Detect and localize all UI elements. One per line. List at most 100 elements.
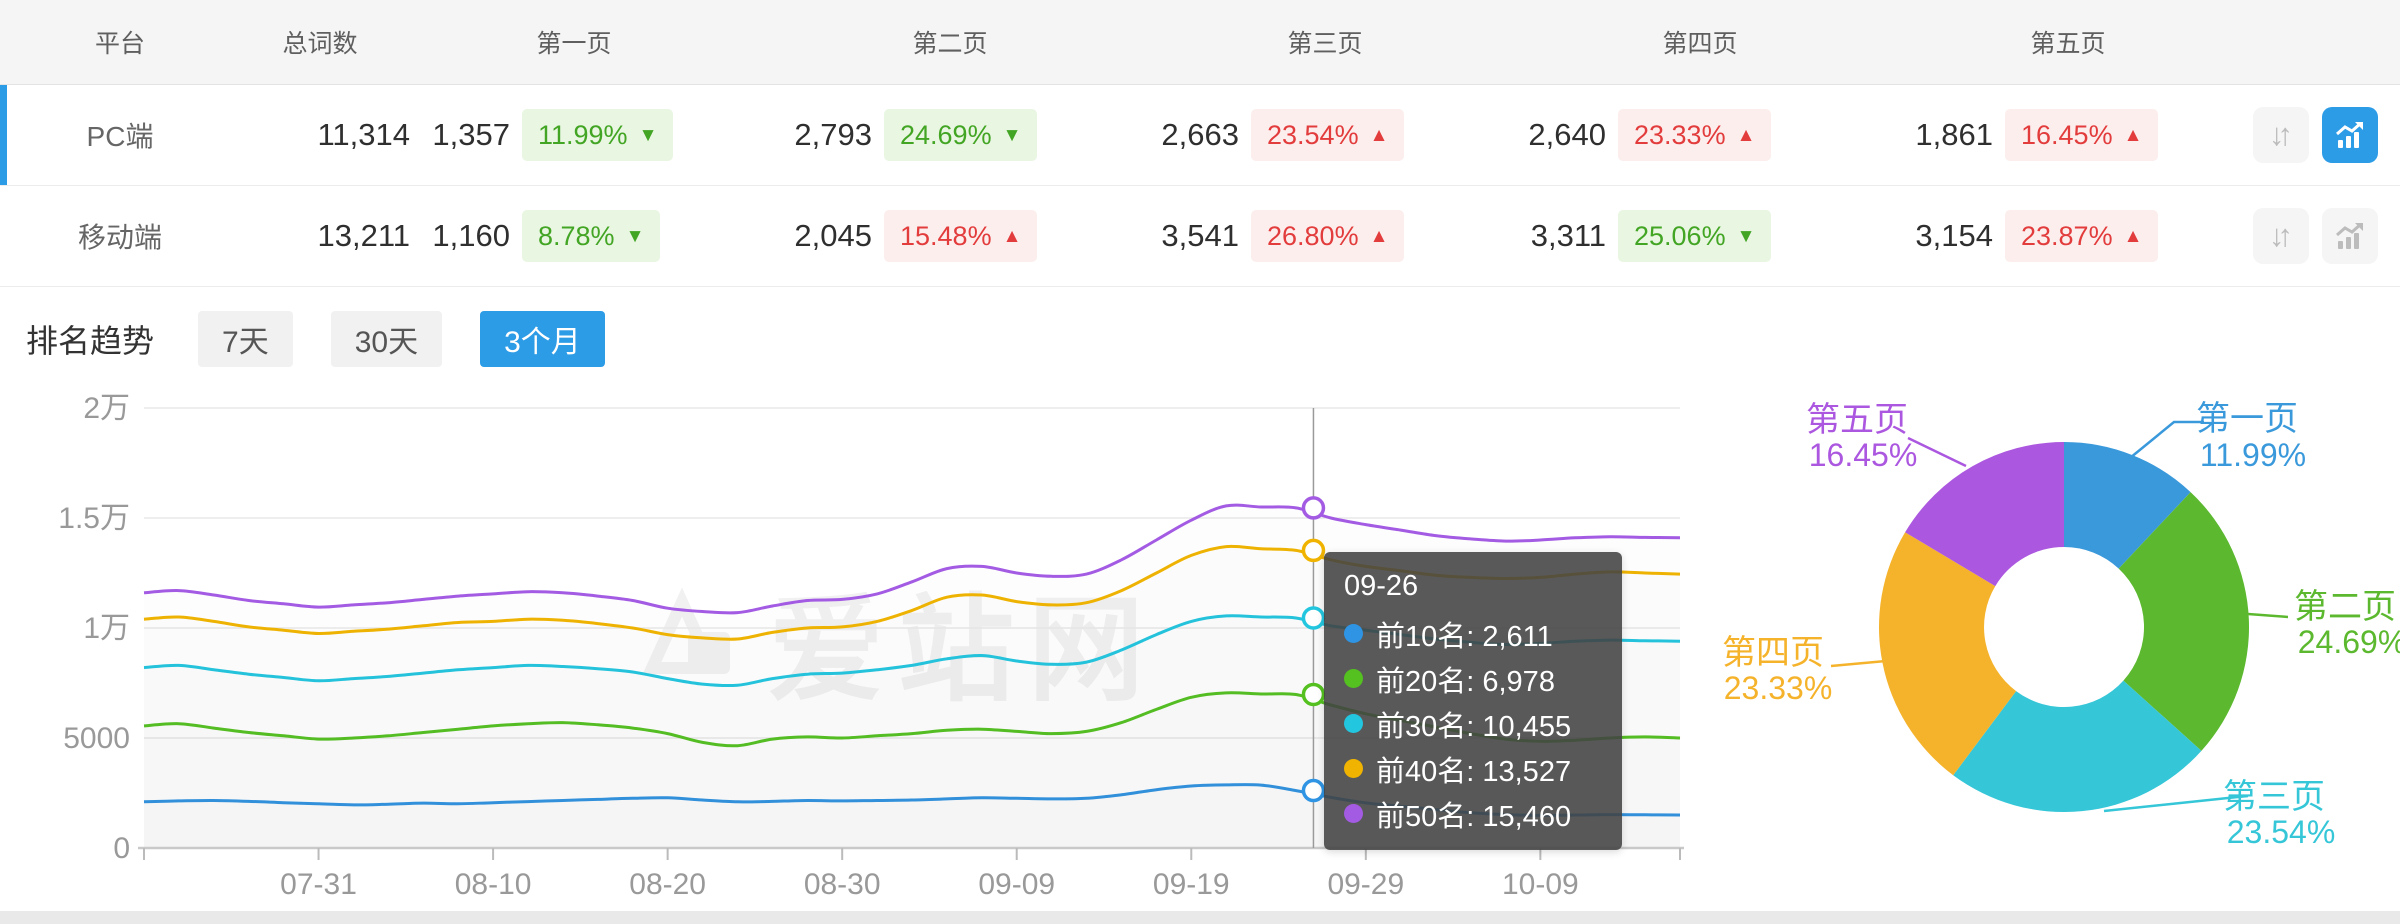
page2-value: 2,793 [794,117,872,152]
watermark-text: 爱站网 [768,556,1158,724]
tooltip-row: 前40名: 13,527 [1344,746,1602,791]
col-header-page4: 第四页 [1662,30,1738,58]
page3-value: 2,663 [1161,117,1239,152]
page4-value: 3,311 [1530,218,1606,253]
triangle-down-icon: ▼ [638,124,658,146]
tab-3m[interactable]: 3个月 [480,310,605,367]
trend-chart-button[interactable] [2322,107,2378,163]
y-axis-label: 1万 [83,612,130,645]
page4-change-cell: 25.06% ▼ [1606,210,1772,262]
chart-tooltip: 09-26 前10名: 2,611 前20名: 6,978 前30名: 10,455… [1324,552,1622,850]
label-leader-line [1830,659,1887,668]
page1-change-badge: 8.78% ▼ [522,210,661,262]
donut-percent-label: 16.45% [1809,437,1918,473]
page4-change-badge: 25.06% ▼ [1618,210,1772,262]
tab-30d[interactable]: 30天 [330,310,443,367]
page3-value: 3,541 [1161,218,1239,253]
change-percent: 11.99% [538,119,628,150]
x-axis-label: 08-20 [629,868,706,901]
triangle-up-icon: ▲ [1369,124,1389,146]
page3-change-badge: 26.80% ▲ [1251,210,1405,262]
triangle-up-icon: ▲ [2123,124,2143,146]
range-tabs: 7天 30天 3个月 [198,310,643,367]
table-row[interactable]: PC端 11,314 1,357 11.99% ▼ 2,793 24.69% ▼ 2,663 23… [0,85,2400,186]
col-header-page1: 第一页 [536,30,612,58]
donut-label: 第三页 [2223,778,2325,816]
series-line-前50名 [143,503,1681,615]
line-chart-icon [2336,121,2363,148]
total-words-value: 11,314 [317,117,410,152]
donut-percent-label: 24.69% [2298,624,2400,660]
change-percent: 23.87% [2021,220,2113,251]
donut-label: 第五页 [1806,401,1908,439]
change-percent: 26.80% [1267,220,1359,251]
series-dot [1344,804,1363,823]
change-percent: 15.48% [900,220,992,251]
tooltip-row: 前20名: 6,978 [1344,656,1602,701]
up-down-arrows-icon: ↓↑ [2269,218,2293,253]
tooltip-row: 前10名: 2,611 [1344,611,1602,656]
tooltip-row-text: 前40名: 13,527 [1376,755,1572,788]
tooltip-row: 前50名: 15,460 [1344,791,1602,836]
label-leader-line [1907,436,1967,468]
platform-label: 移动端 [77,222,162,253]
table-row[interactable]: 移动端 13,211 1,160 8.78% ▼ 2,045 15.48% ▲ 3,541 26.… [0,186,2400,287]
col-header-page5: 第五页 [2030,30,2106,58]
x-axis-label: 08-10 [455,868,532,901]
series-dot [1344,669,1363,688]
triangle-down-icon: ▼ [1002,124,1022,146]
triangle-up-icon: ▲ [1369,225,1389,247]
x-axis-label: 09-19 [1153,868,1230,901]
page5-change-badge: 16.45% ▲ [2005,109,2159,161]
total-words-value: 13,211 [317,218,410,253]
page4-change-badge: 23.33% ▲ [1618,109,1772,161]
donut-percent-label: 23.33% [1724,670,1833,706]
x-axis-label: 08-30 [804,868,881,901]
trend-title: 排名趋势 [26,322,155,359]
x-axis-label: 10-09 [1502,868,1579,901]
page5-change-cell: 16.45% ▲ [1993,109,2159,161]
page1-change-cell: 11.99% ▼ [510,109,674,161]
hover-marker [1301,682,1326,707]
donut-percent-label: 23.54% [2227,814,2336,850]
col-header-total: 总词数 [282,30,358,58]
triangle-down-icon: ▼ [625,225,645,247]
bottom-scroll-track[interactable] [0,911,2400,924]
trend-chart-button[interactable] [2322,208,2378,264]
page5-value: 3,154 [1915,218,1993,253]
sort-button[interactable]: ↓↑ [2253,208,2309,264]
donut-percent-label: 11.99% [2200,437,2306,473]
series-dot [1344,714,1363,733]
change-percent: 8.78% [538,220,615,251]
tooltip-date: 09-26 [1344,570,1419,602]
sort-button[interactable]: ↓↑ [2253,107,2309,163]
tooltip-row-text: 前50名: 15,460 [1376,800,1572,833]
triangle-up-icon: ▲ [1002,225,1022,247]
page1-change-cell: 8.78% ▼ [510,210,672,262]
x-axis-label: 07-31 [280,868,357,901]
tooltip-row-text: 前20名: 6,978 [1376,665,1555,698]
donut-slice-第一页 [2064,442,2191,569]
line-chart-icon [2336,222,2363,249]
tooltip-row-text: 前30名: 10,455 [1376,710,1572,743]
change-percent: 23.54% [1267,119,1359,150]
hover-marker [1301,778,1326,803]
change-percent: 24.69% [900,119,992,150]
row-actions: ↓↑ [2155,208,2400,264]
y-axis-label: 5000 [63,722,130,755]
hover-marker [1301,538,1326,563]
page2-change-badge: 15.48% ▲ [884,210,1038,262]
page4-value: 2,640 [1528,117,1606,152]
change-percent: 23.33% [1634,119,1726,150]
tab-7d[interactable]: 7天 [198,310,293,367]
page2-change-cell: 24.69% ▼ [872,109,1038,161]
page2-change-cell: 15.48% ▲ [872,210,1038,262]
platform-label: PC端 [86,121,154,152]
series-dot [1344,624,1363,643]
x-axis-label: 09-29 [1327,868,1404,901]
page4-change-cell: 23.33% ▲ [1606,109,1772,161]
donut-label: 第四页 [1722,634,1824,672]
trend-line-chart[interactable]: 0 5000 1万 1.5万 2万 07-31 08-10 08-20 08-30 09-09 09… [0,390,1700,910]
